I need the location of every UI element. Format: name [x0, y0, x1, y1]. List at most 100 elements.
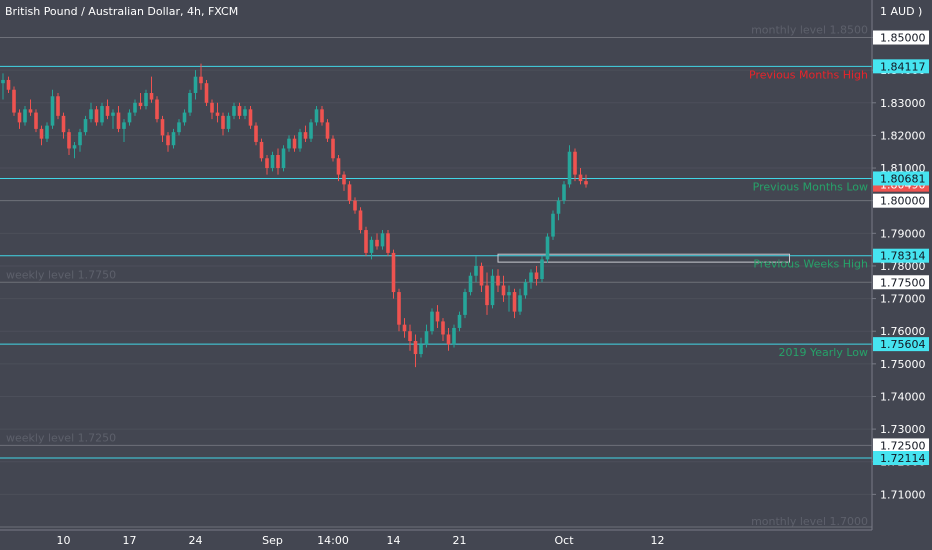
level-tag-0-text: 1.85000	[880, 32, 926, 45]
candle-body-57	[314, 109, 319, 123]
candle-body-85	[468, 275, 473, 293]
candle-body-3	[17, 112, 22, 123]
price-tick-label-8: 1.77000	[880, 293, 926, 306]
candle-body-89	[490, 275, 495, 306]
candle-body-100	[551, 213, 555, 237]
candle-body-104	[573, 151, 577, 175]
price-tags: 1.804901.850001.841171.806811.800001.783…	[873, 30, 929, 466]
candle-body-33	[182, 112, 187, 123]
candle-body-9	[50, 96, 55, 126]
level-label-1: Previous Months High	[749, 68, 868, 81]
candle-body-27	[149, 93, 154, 100]
candle-body-52	[287, 138, 291, 149]
candle-body-81	[446, 334, 451, 345]
candle-body-36	[199, 76, 203, 84]
candle-body-43	[237, 106, 242, 116]
level-label-7: weekly level 1.7250	[6, 431, 116, 444]
currency-label[interactable]: 1 AUD )	[880, 5, 923, 18]
candle-body-29	[160, 119, 165, 136]
candle-body-87	[479, 265, 484, 286]
candle-body-88	[485, 285, 489, 306]
candle-body-101	[556, 200, 561, 214]
price-tick-label-11: 1.74000	[880, 390, 926, 403]
candle-body-96	[529, 272, 533, 283]
candle-body-68	[375, 239, 379, 247]
candle-body-83	[457, 314, 462, 328]
candle-body-14	[78, 132, 82, 146]
price-tick-label-9: 1.76000	[880, 325, 926, 338]
time-axis[interactable]: 10 17 24 Sep 14:00 14 21 Oct 12	[57, 534, 665, 547]
candle-body-93	[512, 292, 517, 312]
time-tick-label-1: 17	[123, 534, 137, 547]
candle-body-45	[248, 109, 253, 126]
candle-body-5	[28, 109, 33, 113]
candle-body-66	[364, 230, 368, 253]
level-label-6: 2019 Yearly Low	[778, 346, 868, 359]
candle-body-90	[496, 275, 500, 286]
price-axis[interactable]: 1.850001.840001.830001.820001.810001.800…	[872, 32, 926, 502]
candle-body-70	[386, 233, 390, 253]
candle-body-91	[501, 285, 506, 296]
level-tag-5-text: 1.77500	[880, 276, 926, 289]
candle-body-72	[397, 292, 401, 325]
candle-body-105	[578, 174, 583, 182]
candle-body-13	[72, 145, 77, 149]
level-tag-8-bg	[873, 451, 929, 466]
candle-body-79	[435, 311, 440, 322]
candle-body-7	[39, 128, 44, 139]
candle-body-8	[45, 125, 49, 139]
candle-body-20	[111, 112, 115, 116]
candle-body-76	[419, 344, 423, 355]
level-tag-3-text: 1.80000	[880, 195, 926, 208]
candle-body-19	[105, 106, 110, 116]
price-tick-label-2: 1.83000	[880, 97, 926, 110]
candle-body-30	[166, 135, 170, 146]
level-tag-8-text: 1.72114	[880, 452, 926, 465]
candle-body-98	[540, 259, 544, 279]
level-label-2: Previous Months Low	[753, 180, 868, 193]
level-tag-2-text: 1.80681	[880, 172, 926, 185]
candle-body-80	[441, 321, 445, 335]
time-tick-label-6: 21	[453, 534, 467, 547]
candle-body-60	[331, 138, 335, 159]
level-tag-6-bg	[873, 337, 929, 352]
horizontal-levels	[0, 37, 872, 528]
level-tag-3-bg	[873, 193, 929, 208]
level-tag-7-text: 1.72500	[880, 439, 926, 452]
candle-body-15	[83, 119, 88, 133]
candle-body-2	[12, 89, 16, 113]
candle-body-78	[430, 311, 434, 332]
candle-body-58	[320, 109, 324, 123]
candle-body-54	[298, 132, 302, 149]
candle-body-11	[61, 115, 66, 133]
price-tick-label-7: 1.78000	[880, 260, 926, 273]
time-tick-label-2: 24	[189, 534, 203, 547]
level-labels: monthly level 1.8500 Previous Months High…	[6, 24, 868, 528]
level-tag-1-bg	[873, 59, 929, 74]
candle-body-10	[56, 96, 60, 116]
candle-body-50	[276, 155, 280, 169]
candle-body-49	[270, 155, 275, 169]
time-tick-label-0: 10	[57, 534, 71, 547]
candle-body-38	[210, 102, 214, 113]
candle-body-34	[188, 93, 192, 113]
candle-body-18	[100, 106, 104, 123]
candle-body-6	[34, 112, 38, 129]
candle-body-17	[94, 109, 99, 123]
candle-body-23	[127, 112, 132, 123]
candle-body-75	[413, 341, 418, 355]
level-label-0: monthly level 1.8500	[751, 24, 868, 37]
candle-body-61	[336, 158, 341, 175]
candle-body-77	[424, 331, 429, 345]
candle-body-92	[507, 292, 511, 296]
candle-body-95	[523, 282, 528, 296]
candle-body-56	[309, 122, 313, 139]
candle-body-21	[116, 112, 121, 129]
level-tag-4-text: 1.78314	[880, 250, 926, 263]
candle-body-97	[534, 272, 539, 279]
candle-body-39	[215, 112, 220, 116]
time-tick-label-7: Oct	[554, 534, 574, 547]
candle-body-62	[342, 174, 346, 185]
time-tick-label-8: 12	[651, 534, 665, 547]
